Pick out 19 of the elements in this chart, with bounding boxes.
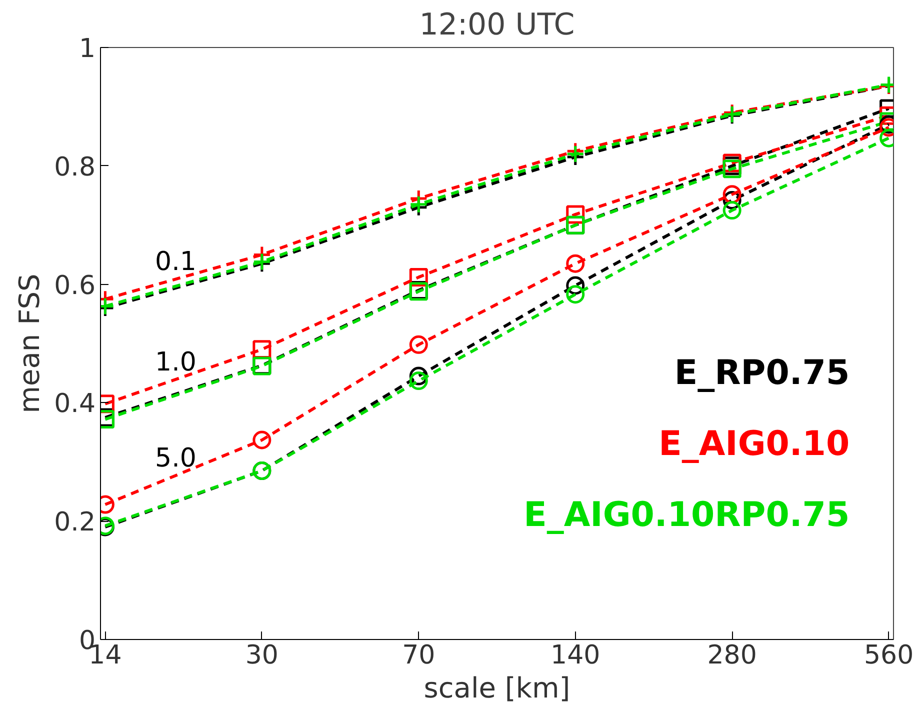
y-tick-label: 0.2 <box>54 508 96 538</box>
x-tick-label: 560 <box>864 640 914 670</box>
text: E_RP0.75 <box>674 353 850 394</box>
y-tick-label: 1 <box>78 34 96 64</box>
x-tick-label: 280 <box>707 640 757 670</box>
x-tick-label: 140 <box>550 640 600 670</box>
text: E_AIG0.10 <box>658 424 850 464</box>
y-tick-label: 0.8 <box>54 152 96 182</box>
x-tick-label: 30 <box>245 640 278 670</box>
annotation: 1.0 <box>155 347 196 378</box>
annotation: 5.0 <box>155 444 196 474</box>
x-tick-label: 70 <box>402 640 436 670</box>
y-tick-label: 0.4 <box>54 389 96 420</box>
x-axis-title: scale [km] <box>424 672 570 704</box>
chart-title: 12:00 UTC <box>419 8 575 42</box>
annotation: 0.1 <box>155 247 196 278</box>
y-axis-title: mean FSS <box>13 274 46 414</box>
y-tick-label: 0.6 <box>54 270 96 301</box>
text: E_AIG0.10RP0.75 <box>524 495 850 536</box>
